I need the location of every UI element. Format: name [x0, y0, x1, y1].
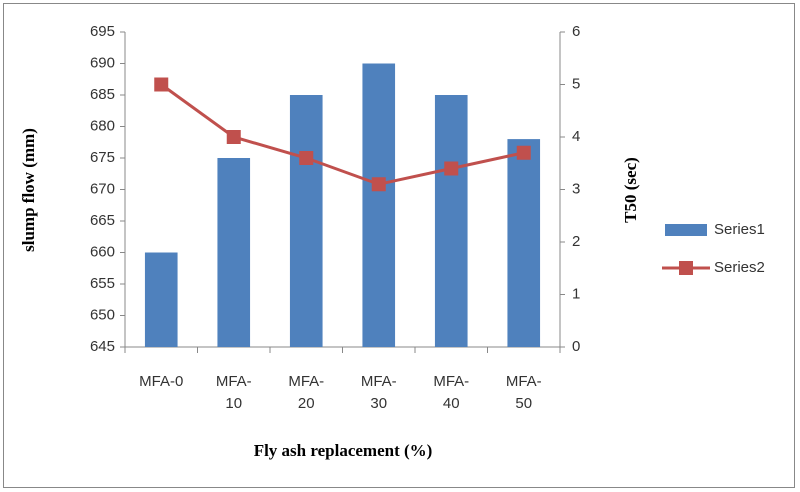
bar [507, 139, 541, 347]
bar [144, 252, 178, 347]
y-tick-label: 655 [90, 275, 115, 292]
y2-axis-title: T50 (sec) [621, 157, 640, 223]
y2-tick-label: 0 [572, 338, 580, 355]
y2-tick-label: 3 [572, 180, 580, 197]
y2-tick-label: 4 [572, 128, 580, 145]
y-tick-label: 690 [90, 54, 115, 71]
y-tick-label: 685 [90, 86, 115, 103]
marker [299, 151, 314, 165]
x-axis-title: Fly ash replacement (%) [254, 441, 433, 460]
y-tick-label: 650 [90, 306, 115, 323]
marker [516, 145, 531, 160]
y2-tick-label: 2 [572, 233, 580, 250]
y-tick-label: 695 [90, 23, 115, 40]
legend-label: Series1 [714, 221, 765, 238]
legend-swatch [665, 224, 707, 236]
x-tick-label: MFA-20 [288, 373, 325, 412]
marker [371, 177, 386, 192]
x-tick-label: MFA-0 [139, 373, 184, 390]
y-axis-title: slump flow (mm) [19, 128, 38, 252]
x-tick-label: MFA-50 [505, 373, 542, 412]
y2-tick-label: 5 [572, 75, 580, 92]
bar [217, 158, 251, 347]
y2-tick-label: 6 [572, 23, 580, 40]
x-tick-label: MFA-10 [215, 373, 252, 412]
chart-border [3, 3, 795, 488]
legend-label: Series2 [714, 259, 765, 276]
y2-tick-label: 1 [572, 285, 580, 302]
x-tick-label: MFA-40 [433, 373, 470, 412]
legend-marker [679, 261, 693, 275]
y-tick-label: 660 [90, 243, 115, 260]
bar [289, 95, 323, 347]
bar [362, 63, 396, 347]
y-tick-label: 670 [90, 180, 115, 197]
x-tick-label: MFA-30 [360, 373, 397, 412]
y-tick-label: 675 [90, 149, 115, 166]
marker [154, 77, 169, 92]
bar [434, 95, 468, 347]
marker [444, 161, 459, 176]
y-tick-label: 645 [90, 338, 115, 355]
y-tick-label: 680 [90, 117, 115, 134]
y-tick-label: 665 [90, 212, 115, 229]
line [160, 83, 525, 186]
marker [226, 130, 241, 144]
